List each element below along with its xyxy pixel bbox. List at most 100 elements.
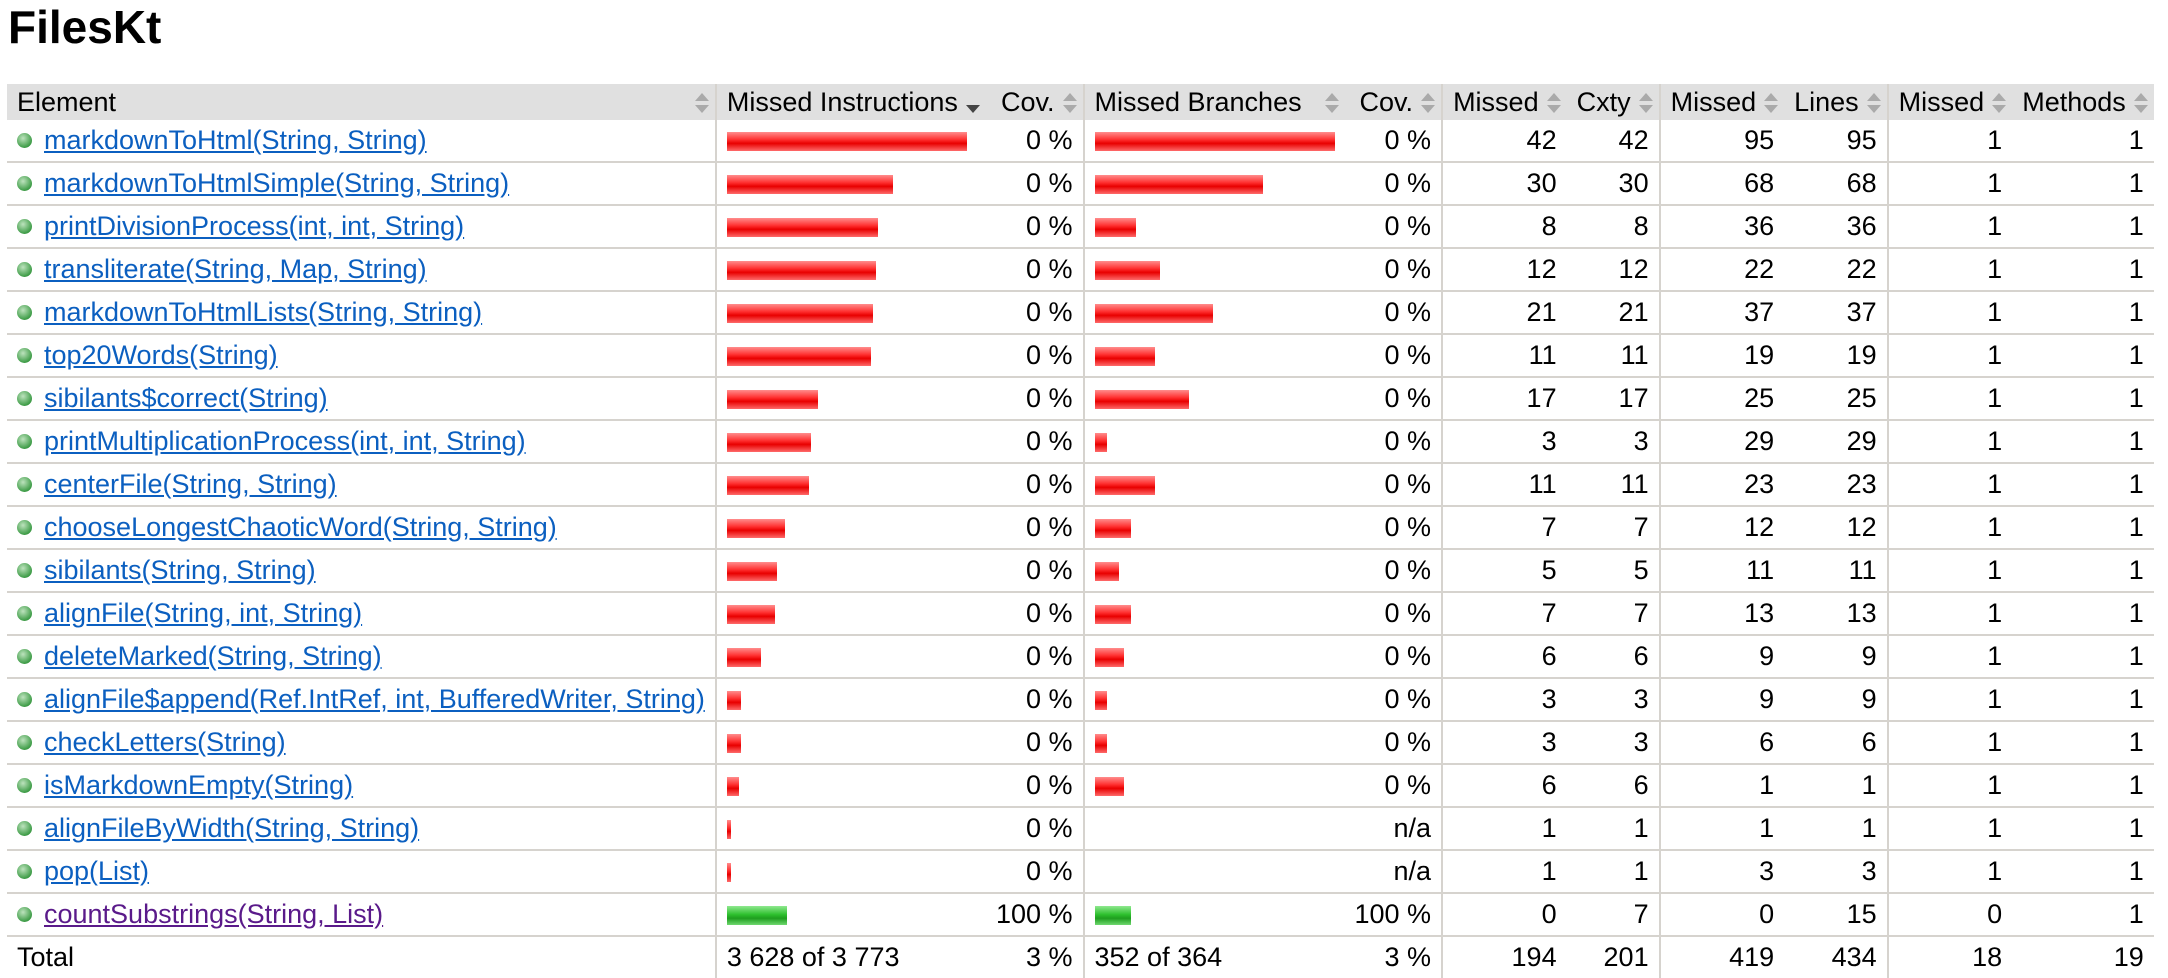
header-methods[interactable]: Methods	[2012, 84, 2154, 120]
method-link[interactable]: markdownToHtmlLists(String, String)	[44, 297, 483, 327]
missed-instructions-cell	[714, 807, 986, 851]
missed-branches-cell	[1082, 850, 1345, 894]
element-cell: alignFile$append(Ref.IntRef, int, Buffer…	[7, 678, 716, 722]
cov-branches-cell: n/a	[1344, 807, 1443, 851]
method-link[interactable]: printDivisionProcess(int, int, String)	[44, 211, 465, 241]
totals-label: Total	[7, 935, 716, 978]
method-link[interactable]: sibilants(String, String)	[44, 555, 316, 585]
header-cov-branches[interactable]: Cov.	[1344, 84, 1443, 120]
methods-cell: 1	[2012, 120, 2154, 163]
method-link[interactable]: alignFile$append(Ref.IntRef, int, Buffer…	[44, 684, 705, 714]
table-row: centerFile(String, String) 0 % 0 % 11 11 23 23…	[7, 463, 2154, 507]
table-row: transliterate(String, Map, String) 0 % 0 %…	[7, 248, 2154, 292]
cxty-cell: 3	[1566, 678, 1660, 722]
cov-instructions-cell: 0 %	[985, 592, 1084, 636]
instructions-bar	[726, 734, 741, 754]
missed-instructions-cell	[714, 764, 986, 808]
cov-branches-cell: 100 %	[1344, 893, 1443, 937]
sort-arrows-icon	[694, 93, 709, 113]
cov-branches-cell: 0 %	[1344, 506, 1443, 550]
header-element[interactable]: Element	[7, 84, 716, 120]
cov-instructions-cell: 0 %	[985, 120, 1084, 163]
missed-branches-cell	[1082, 291, 1345, 335]
lines-cell: 1	[1784, 764, 1888, 808]
method-link[interactable]: transliterate(String, Map, String)	[44, 254, 427, 284]
cxty-cell: 7	[1566, 893, 1660, 937]
method-link[interactable]: sibilants$correct(String)	[44, 383, 328, 413]
instructions-bar	[726, 691, 741, 711]
lines-cell: 25	[1784, 377, 1888, 421]
lines-cell: 13	[1784, 592, 1888, 636]
header-missed-cxty[interactable]: Missed	[1441, 84, 1567, 120]
method-link[interactable]: checkLetters(String)	[44, 727, 286, 757]
totals-cov-branches: 3 %	[1344, 935, 1443, 978]
cov-branches-cell: 0 %	[1344, 420, 1443, 464]
totals-branches: 352 of 364	[1082, 935, 1345, 978]
method-link[interactable]: centerFile(String, String)	[44, 469, 337, 499]
methods-cell: 1	[2012, 291, 2154, 335]
missed-cxty-cell: 30	[1441, 162, 1567, 206]
header-missed-instructions[interactable]: Missed Instructions	[714, 84, 986, 120]
element-cell: sibilants(String, String)	[7, 549, 716, 593]
branches-bar	[1094, 175, 1263, 195]
instructions-bar	[726, 218, 878, 238]
lines-cell: 36	[1784, 205, 1888, 249]
missed-methods-cell: 1	[1886, 635, 2013, 679]
missed-instructions-cell	[714, 678, 986, 722]
instructions-bar	[726, 605, 775, 625]
totals-missed-lines: 419	[1658, 935, 1785, 978]
sort-arrows-icon	[2133, 93, 2148, 113]
method-link[interactable]: top20Words(String)	[44, 340, 278, 370]
header-lines[interactable]: Lines	[1784, 84, 1888, 120]
method-link[interactable]: countSubstrings(String, List)	[44, 899, 384, 929]
missed-cxty-cell: 11	[1441, 334, 1567, 378]
method-link[interactable]: alignFileByWidth(String, String)	[44, 813, 420, 843]
missed-branches-cell	[1082, 162, 1345, 206]
missed-branches-cell	[1082, 377, 1345, 421]
missed-lines-cell: 3	[1658, 850, 1785, 894]
sort-arrows-icon	[1324, 93, 1339, 113]
table-row: printMultiplicationProcess(int, int, Str…	[7, 420, 2154, 464]
totals-row: Total 3 628 of 3 773 3 % 352 of 364 3 % …	[7, 935, 2154, 978]
method-link[interactable]: deleteMarked(String, String)	[44, 641, 382, 671]
element-cell: printMultiplicationProcess(int, int, Str…	[7, 420, 716, 464]
cov-branches-cell: 0 %	[1344, 291, 1443, 335]
totals-missed-methods: 18	[1886, 935, 2013, 978]
methods-cell: 1	[2012, 162, 2154, 206]
element-cell: markdownToHtmlLists(String, String)	[7, 291, 716, 335]
method-link[interactable]: printMultiplicationProcess(int, int, Str…	[44, 426, 526, 456]
method-link[interactable]: alignFile(String, int, String)	[44, 598, 363, 628]
method-icon	[17, 692, 32, 707]
element-cell: checkLetters(String)	[7, 721, 716, 765]
branches-bar	[1094, 390, 1189, 410]
header-missed-lines[interactable]: Missed	[1658, 84, 1785, 120]
missed-cxty-cell: 1	[1441, 850, 1567, 894]
header-missed-branches[interactable]: Missed Branches	[1082, 84, 1345, 120]
method-link[interactable]: isMarkdownEmpty(String)	[44, 770, 354, 800]
method-icon	[17, 735, 32, 750]
method-link[interactable]: markdownToHtml(String, String)	[44, 125, 427, 155]
missed-branches-cell	[1082, 893, 1345, 937]
missed-cxty-cell: 3	[1441, 721, 1567, 765]
missed-lines-cell: 12	[1658, 506, 1785, 550]
cov-instructions-cell: 0 %	[985, 721, 1084, 765]
method-link[interactable]: pop(List)	[44, 856, 150, 886]
cov-branches-cell: 0 %	[1344, 248, 1443, 292]
element-cell: chooseLongestChaoticWord(String, String)	[7, 506, 716, 550]
missed-branches-cell	[1082, 635, 1345, 679]
missed-instructions-cell	[714, 162, 986, 206]
cov-instructions-cell: 0 %	[985, 850, 1084, 894]
missed-methods-cell: 1	[1886, 377, 2013, 421]
missed-cxty-cell: 17	[1441, 377, 1567, 421]
missed-methods-cell: 1	[1886, 334, 2013, 378]
header-cov-instructions[interactable]: Cov.	[985, 84, 1084, 120]
page-title: FilesKt	[8, 1, 162, 53]
method-link[interactable]: chooseLongestChaoticWord(String, String)	[44, 512, 557, 542]
methods-cell: 1	[2012, 764, 2154, 808]
header-missed-methods[interactable]: Missed	[1886, 84, 2013, 120]
lines-cell: 6	[1784, 721, 1888, 765]
instructions-bar	[726, 390, 818, 410]
method-link[interactable]: markdownToHtmlSimple(String, String)	[44, 168, 510, 198]
header-cxty[interactable]: Cxty	[1566, 84, 1660, 120]
instructions-bar	[726, 863, 731, 883]
